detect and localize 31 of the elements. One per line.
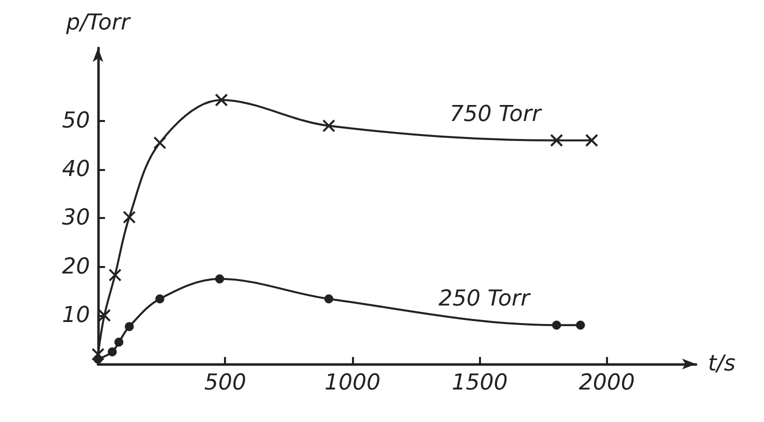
y-tick-label: 40 <box>62 157 90 182</box>
point <box>124 322 134 332</box>
point <box>114 338 124 347</box>
y-tick-label: 50 <box>62 108 90 134</box>
y-tick-label: 30 <box>62 206 90 231</box>
point <box>214 94 228 107</box>
point <box>92 348 104 361</box>
point <box>585 134 598 147</box>
point <box>322 119 336 132</box>
point <box>576 320 585 330</box>
point <box>98 308 111 322</box>
x-tick-label: 500 <box>204 370 246 396</box>
x-tick-label: 1000 <box>324 370 380 396</box>
point <box>108 268 122 282</box>
y-tick-label: 10 <box>62 302 90 328</box>
y-axis-title: p/Torr <box>65 10 132 36</box>
point <box>552 320 562 330</box>
point <box>122 210 136 224</box>
x-tick-label: 1500 <box>452 370 508 396</box>
point <box>108 347 117 356</box>
point <box>215 274 224 284</box>
point <box>550 134 564 147</box>
series-label: 250 Torr <box>438 286 532 312</box>
point <box>153 136 166 150</box>
series-label: 750 Torr <box>450 102 543 127</box>
point <box>94 354 102 364</box>
point <box>155 294 164 304</box>
x-tick-label: 2000 <box>578 370 635 396</box>
x-axis-title: t/s <box>708 352 736 376</box>
point <box>324 294 334 304</box>
y-tick-label: 20 <box>62 254 90 280</box>
